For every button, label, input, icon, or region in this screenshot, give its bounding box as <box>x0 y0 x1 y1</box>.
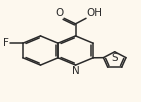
Text: F: F <box>3 38 9 48</box>
Text: S: S <box>111 53 118 63</box>
Text: N: N <box>72 66 79 76</box>
Text: OH: OH <box>86 8 102 18</box>
Text: O: O <box>55 8 63 18</box>
